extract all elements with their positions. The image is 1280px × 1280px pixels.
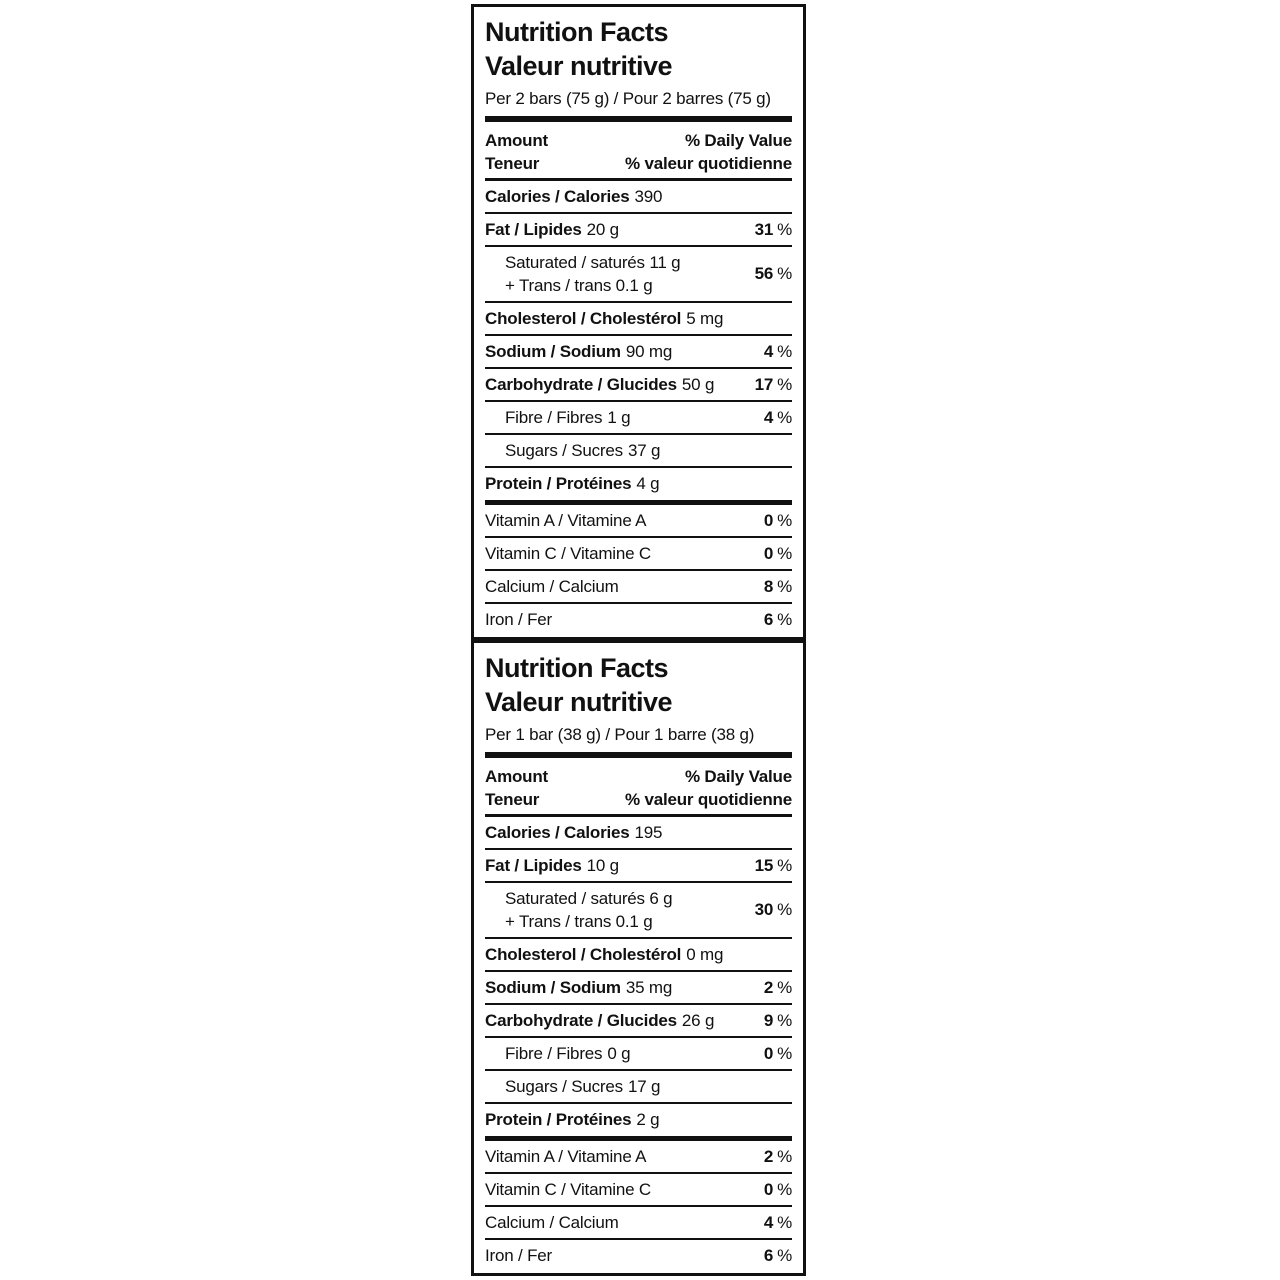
amount-header: Amount % Daily Value Teneur % valeur quo…: [485, 763, 792, 814]
saturated-line: Saturated / saturés 11 g: [505, 253, 681, 272]
row-calories: Calories / Calories 390: [485, 181, 792, 214]
daily-value-label-en: % Daily Value: [684, 131, 792, 150]
trans-line: + Trans / trans 0.1 g: [505, 912, 653, 931]
divider-thick: [485, 116, 792, 122]
title-english: Nutrition Facts: [485, 17, 669, 47]
nutrition-panel-2-bars: Nutrition Facts Valeur nutritive Per 2 b…: [471, 4, 806, 640]
daily-value-label-fr: % valeur quotidienne: [625, 790, 792, 809]
daily-value-label-en: % Daily Value: [684, 767, 792, 786]
row-calcium: Calcium / Calcium 8%: [485, 571, 792, 604]
row-cholesterol: Cholesterol / Cholestérol 0 mg: [485, 939, 792, 972]
serving-size: Per 2 bars (75 g) / Pour 2 barres (75 g): [485, 89, 771, 108]
amount-label-fr: Teneur: [485, 790, 540, 809]
row-sodium: Sodium / Sodium 35 mg 2%: [485, 972, 792, 1005]
trans-line: + Trans / trans 0.1 g: [505, 276, 653, 295]
row-vitamin-c: Vitamin C / Vitamine C 0%: [485, 538, 792, 571]
row-fibre: Fibre / Fibres 1 g 4%: [485, 402, 792, 435]
title-english: Nutrition Facts: [485, 653, 669, 683]
row-vitamin-a: Vitamin A / Vitamine A 0%: [485, 505, 792, 538]
row-sugars: Sugars / Sucres 37 g: [485, 435, 792, 468]
saturated-line: Saturated / saturés 6 g: [505, 889, 673, 908]
divider-medium: [485, 178, 792, 181]
nutrition-panel-1-bar: Nutrition Facts Valeur nutritive Per 1 b…: [471, 640, 806, 1276]
row-cholesterol: Cholesterol / Cholestérol 5 mg: [485, 303, 792, 336]
row-saturated-trans: Saturated / saturés 11 g + Trans / trans…: [485, 247, 792, 303]
divider-thick: [485, 752, 792, 758]
row-sugars: Sugars / Sucres 17 g: [485, 1071, 792, 1104]
amount-label-en: Amount: [485, 131, 549, 150]
title-french: Valeur nutritive: [485, 687, 673, 717]
row-fat: Fat / Lipides 10 g 15%: [485, 850, 792, 883]
row-iron: Iron / Fer 6%: [485, 1245, 792, 1265]
divider-protein: [485, 500, 792, 505]
amount-header: Amount % Daily Value Teneur % valeur quo…: [485, 127, 792, 178]
title-french: Valeur nutritive: [485, 51, 673, 81]
row-calories: Calories / Calories 195: [485, 817, 792, 850]
row-sodium: Sodium / Sodium 90 mg 4%: [485, 336, 792, 369]
row-protein: Protein / Protéines 2 g: [485, 1110, 660, 1129]
row-carbohydrate: Carbohydrate / Glucides 50 g 17%: [485, 369, 792, 402]
nutrition-label-stack: Nutrition Facts Valeur nutritive Per 2 b…: [471, 4, 806, 1276]
divider-medium: [485, 814, 792, 817]
daily-value-label-fr: % valeur quotidienne: [625, 154, 792, 173]
row-vitamin-a: Vitamin A / Vitamine A 2%: [485, 1141, 792, 1174]
divider-protein: [485, 1136, 792, 1141]
serving-size: Per 1 bar (38 g) / Pour 1 barre (38 g): [485, 725, 755, 744]
row-protein: Protein / Protéines 4 g: [485, 474, 660, 493]
row-fat: Fat / Lipides 20 g 31%: [485, 214, 792, 247]
row-saturated-trans: Saturated / saturés 6 g + Trans / trans …: [485, 883, 792, 939]
row-calcium: Calcium / Calcium 4%: [485, 1207, 792, 1240]
row-fibre: Fibre / Fibres 0 g 0%: [485, 1038, 792, 1071]
row-carbohydrate: Carbohydrate / Glucides 26 g 9%: [485, 1005, 792, 1038]
amount-label-en: Amount: [485, 767, 549, 786]
row-vitamin-c: Vitamin C / Vitamine C 0%: [485, 1174, 792, 1207]
row-iron: Iron / Fer 6%: [485, 609, 792, 629]
amount-label-fr: Teneur: [485, 154, 540, 173]
